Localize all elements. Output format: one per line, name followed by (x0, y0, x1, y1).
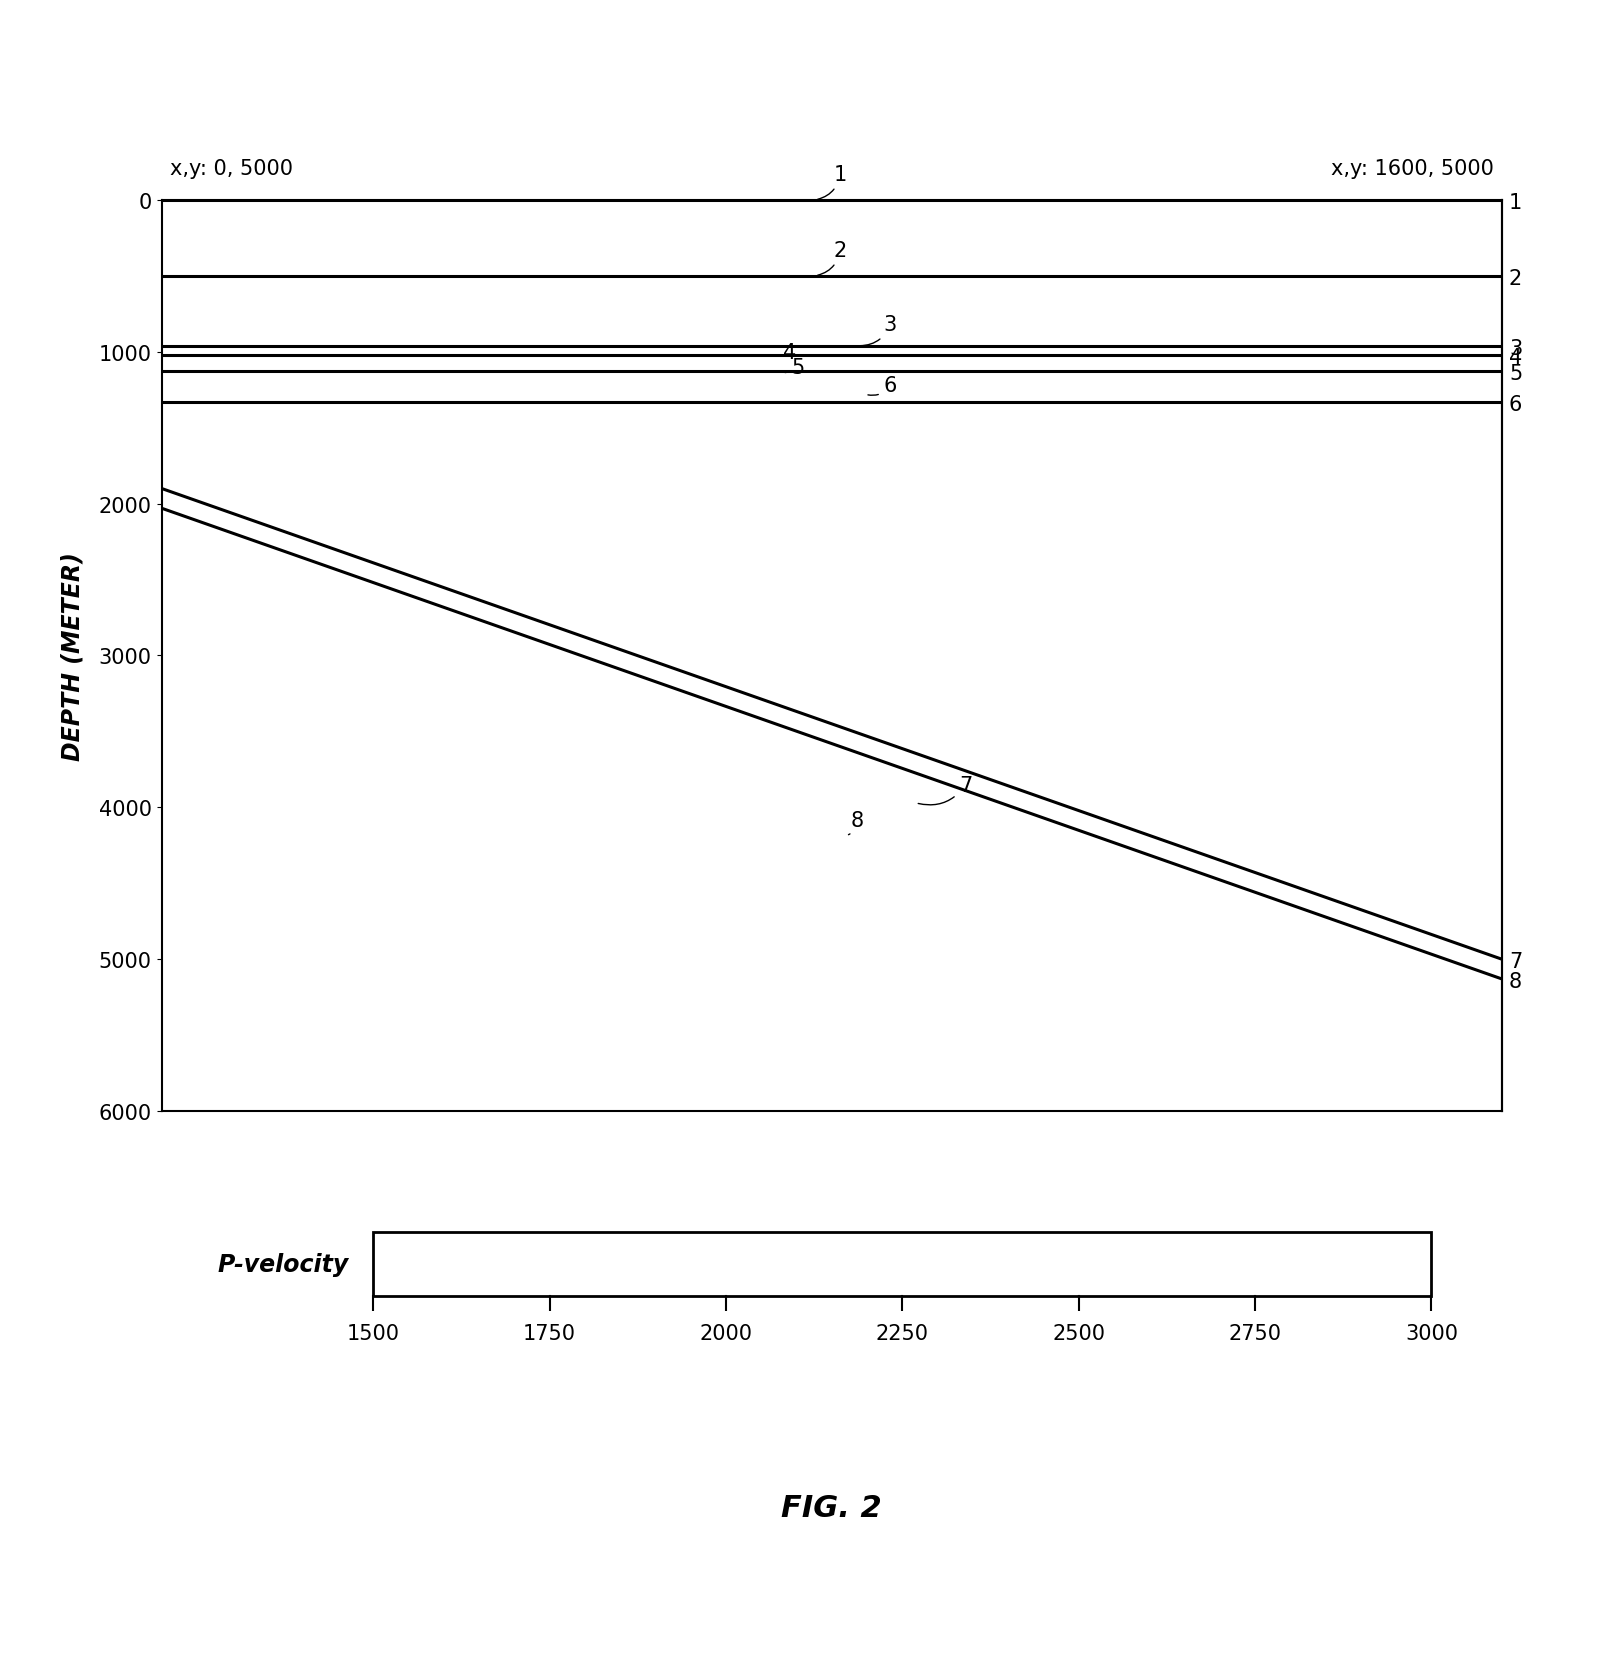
Bar (373, 1233, 1430, 1297)
Text: 5: 5 (784, 358, 804, 378)
Text: FIG. 2: FIG. 2 (781, 1492, 881, 1522)
Text: 8: 8 (847, 810, 863, 835)
Text: 4: 4 (775, 343, 796, 363)
Text: P-velocity: P-velocity (216, 1251, 349, 1276)
Y-axis label: DEPTH (METER): DEPTH (METER) (61, 552, 84, 761)
Text: 1500: 1500 (347, 1323, 399, 1343)
Text: 2250: 2250 (875, 1323, 928, 1343)
Text: 7: 7 (918, 775, 972, 805)
Text: 2500: 2500 (1051, 1323, 1104, 1343)
Text: 2: 2 (817, 241, 846, 276)
Text: 1: 1 (817, 166, 846, 201)
Text: x,y: 1600, 5000: x,y: 1600, 5000 (1330, 159, 1493, 179)
Text: 3000: 3000 (1404, 1323, 1457, 1343)
Text: 3: 3 (859, 315, 896, 346)
Text: 1750: 1750 (523, 1323, 576, 1343)
Text: x,y: 0, 5000: x,y: 0, 5000 (169, 159, 292, 179)
Text: 2750: 2750 (1228, 1323, 1282, 1343)
Text: 6: 6 (867, 376, 896, 397)
Text: 2000: 2000 (699, 1323, 752, 1343)
